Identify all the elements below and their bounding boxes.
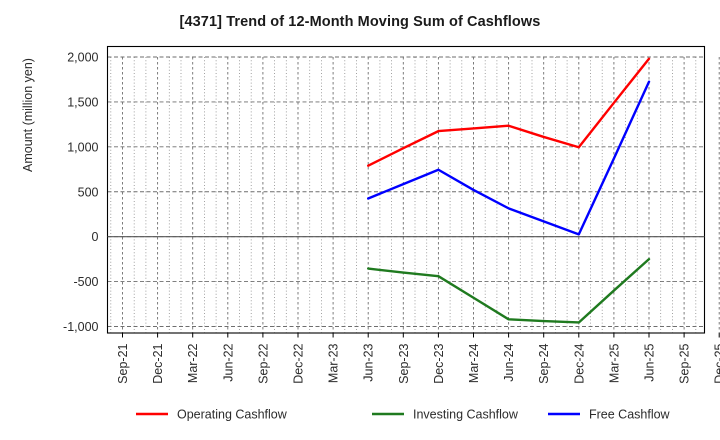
chart-title: [4371] Trend of 12-Month Moving Sum of C… [179, 14, 541, 30]
x-gridlines [122, 57, 720, 333]
x-tick-marks [122, 333, 720, 338]
series-line [367, 57, 651, 167]
svg-text:2,000: 2,000 [67, 51, 98, 65]
svg-text:Jun-22: Jun-22 [221, 343, 235, 381]
svg-text:1,000: 1,000 [67, 140, 98, 154]
svg-text:Sep-21: Sep-21 [116, 343, 130, 383]
legend-label: Operating Cashflow [177, 408, 288, 422]
svg-text:-500: -500 [73, 275, 98, 289]
svg-text:Mar-23: Mar-23 [327, 343, 341, 383]
svg-text:Dec-23: Dec-23 [432, 343, 446, 383]
svg-text:1,500: 1,500 [67, 95, 98, 109]
svg-text:Sep-22: Sep-22 [256, 343, 270, 383]
svg-text:Mar-22: Mar-22 [186, 343, 200, 383]
svg-text:Sep-25: Sep-25 [678, 343, 692, 383]
legend-label: Free Cashflow [589, 408, 671, 422]
x-tick-labels: Sep-21 Dec-21 Mar-22 Jun-22 Sep-22 Dec-22 Mar-… [116, 343, 720, 383]
svg-text:Mar-24: Mar-24 [467, 343, 481, 383]
series-line [367, 257, 651, 324]
svg-text:Dec-25: Dec-25 [713, 343, 720, 383]
svg-text:Mar-25: Mar-25 [607, 343, 621, 383]
svg-text:Dec-21: Dec-21 [151, 343, 165, 383]
y-tick-labels: -1,000 -500 0 500 1,000 1,500 2,000 [63, 51, 99, 335]
minor-gridlines [110, 57, 697, 333]
chart-legend: Operating Cashflow Investing Cashflow Free… [136, 408, 671, 422]
svg-text:Jun-24: Jun-24 [502, 343, 516, 381]
svg-text:0: 0 [92, 230, 99, 244]
svg-text:Dec-24: Dec-24 [572, 343, 586, 383]
svg-text:Jun-25: Jun-25 [643, 343, 657, 381]
svg-text:Sep-24: Sep-24 [537, 343, 551, 383]
svg-text:-1,000: -1,000 [63, 320, 98, 334]
y-gridlines [107, 56, 705, 327]
svg-text:Dec-22: Dec-22 [292, 343, 306, 383]
svg-text:Jun-23: Jun-23 [362, 343, 376, 381]
series-lines [367, 57, 651, 324]
legend-label: Investing Cashflow [413, 408, 519, 422]
svg-text:Sep-23: Sep-23 [397, 343, 411, 383]
series-line [367, 80, 651, 236]
svg-text:500: 500 [78, 185, 99, 199]
plot-frame [106, 45, 706, 334]
